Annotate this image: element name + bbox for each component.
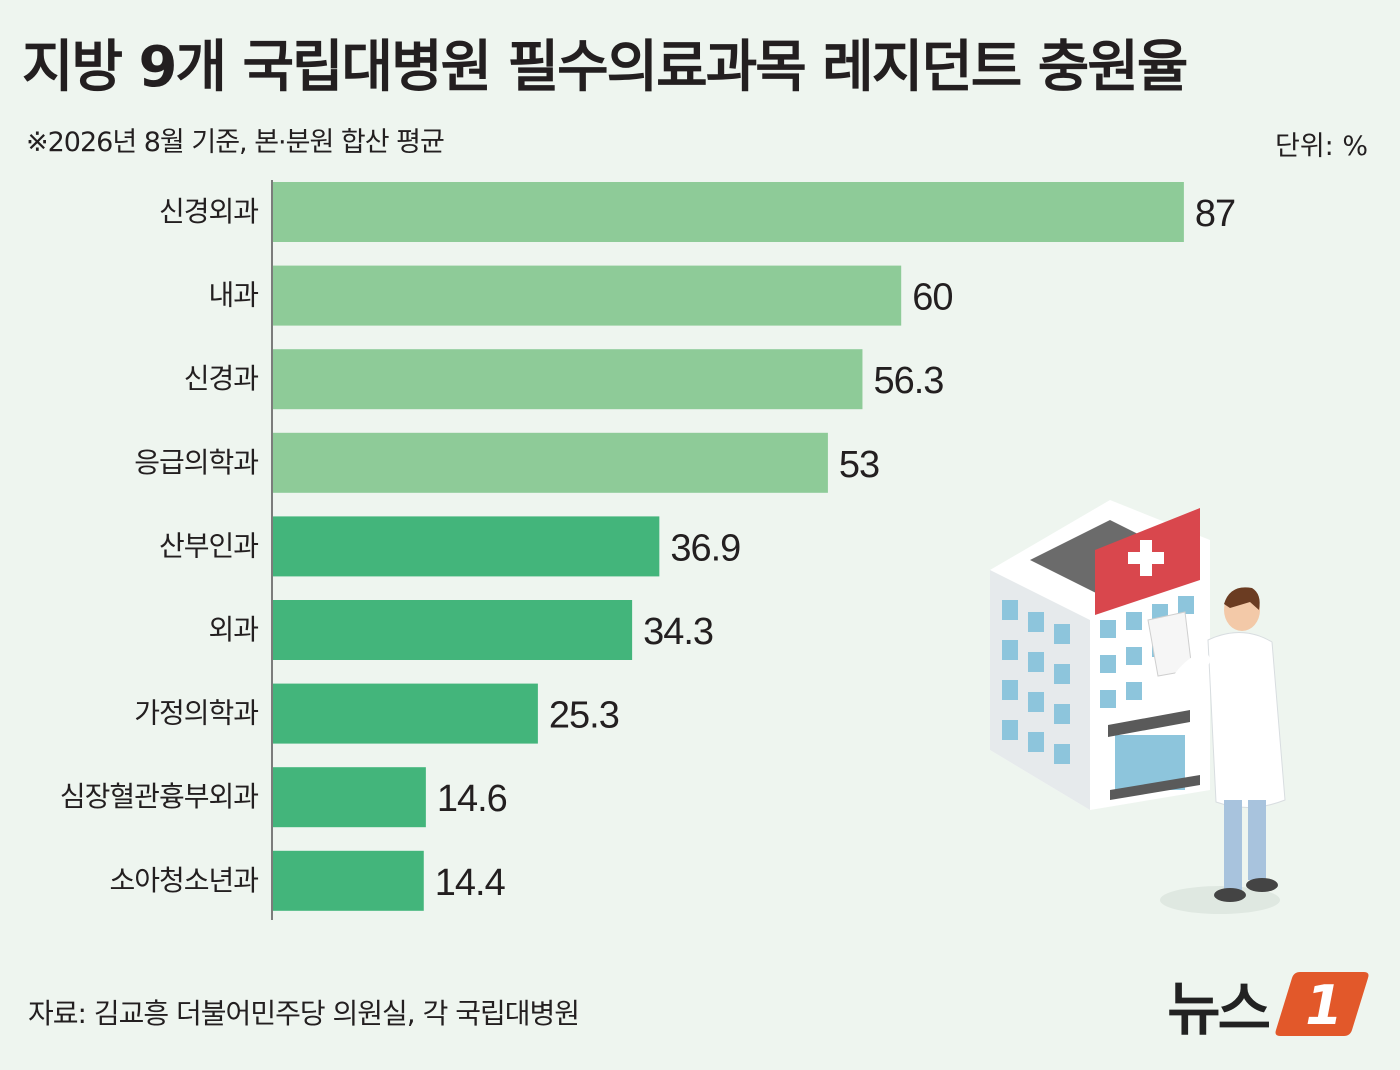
value-label: 36.9 — [670, 527, 740, 569]
value-label: 25.3 — [549, 695, 619, 737]
bar — [273, 182, 1184, 242]
bar — [273, 432, 828, 493]
category-label: 심장혈관흉부외과 — [60, 780, 258, 813]
value-label: 87 — [1195, 193, 1235, 235]
bar — [273, 767, 426, 828]
category-label: 가정의학과 — [134, 697, 258, 730]
bar — [273, 850, 424, 911]
category-label: 외과 — [208, 613, 258, 646]
value-label: 34.3 — [643, 611, 713, 653]
category-label: 내과 — [208, 279, 258, 312]
value-label: 56.3 — [873, 360, 943, 402]
bar — [273, 600, 633, 660]
category-label: 소아청소년과 — [109, 864, 258, 897]
chart-subtitle: ※2026년 8월 기준, 본·분원 합산 평균 — [26, 127, 445, 158]
bar — [273, 265, 902, 326]
value-label: 53 — [839, 444, 879, 486]
category-label: 신경외과 — [159, 195, 258, 228]
value-label: 14.6 — [437, 778, 507, 820]
value-label: 14.4 — [435, 862, 506, 904]
bar-chart: 신경외과 87 내과 60 신경과 56.3 응급의학과 53 산부인과 36.9 외과 34.3 가정… — [60, 180, 1236, 920]
hospital-doctor-illustration — [990, 500, 1286, 914]
bar — [273, 516, 660, 577]
logo-mark-icon: 1 — [1275, 972, 1369, 1037]
news1-logo: 뉴스 1 — [1167, 962, 1370, 1046]
chart-title: 지방 9개 국립대병원 필수의료과목 레지던트 충원율 — [22, 35, 1188, 100]
bar — [273, 683, 538, 744]
value-label: 60 — [912, 277, 952, 319]
logo-mark-digit: 1 — [1305, 974, 1343, 1037]
category-label: 산부인과 — [159, 529, 258, 562]
unit-label: 단위: % — [1274, 131, 1368, 162]
logo-text: 뉴스 — [1167, 975, 1271, 1043]
category-label: 응급의학과 — [134, 446, 258, 479]
bar — [273, 349, 863, 410]
category-label: 신경과 — [184, 362, 259, 395]
source-note: 자료: 김교흥 더불어민주당 의원실, 각 국립대병원 — [28, 997, 580, 1030]
